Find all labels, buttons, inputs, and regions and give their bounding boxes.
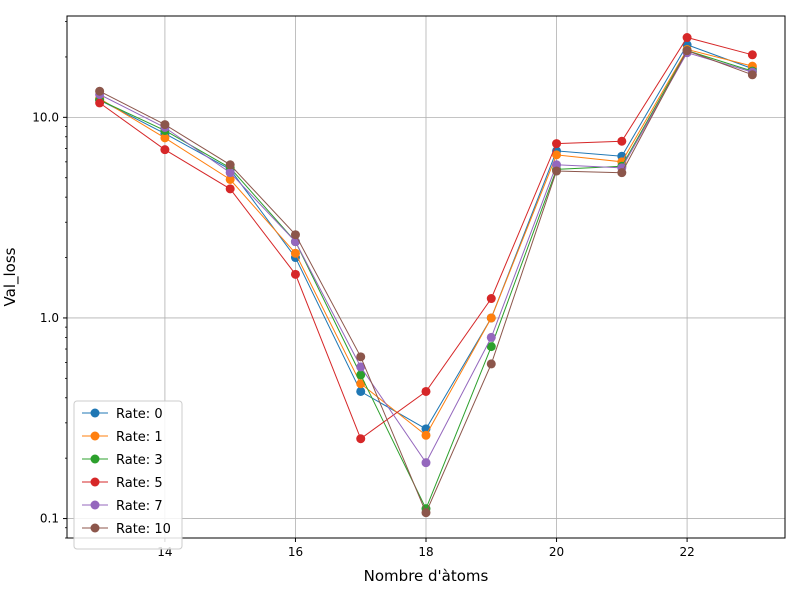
data-point — [747, 70, 757, 80]
legend-marker — [90, 454, 100, 464]
data-point — [486, 332, 496, 342]
x-tick-label: 22 — [679, 545, 694, 559]
data-point — [95, 98, 105, 108]
y-axis-title: Val_loss — [1, 247, 20, 306]
x-tick-label: 20 — [549, 545, 564, 559]
data-point — [617, 168, 627, 178]
data-point — [160, 120, 170, 130]
data-point — [486, 359, 496, 369]
data-point — [747, 50, 757, 60]
legend-marker — [90, 431, 100, 441]
data-point — [160, 133, 170, 143]
data-point — [421, 458, 431, 468]
legend-label: Rate: 3 — [116, 453, 163, 468]
data-point — [682, 46, 692, 56]
legend-label: Rate: 5 — [116, 476, 163, 491]
data-point — [225, 168, 235, 178]
data-point — [225, 160, 235, 170]
data-point — [225, 184, 235, 194]
data-point — [486, 294, 496, 304]
legend-label: Rate: 7 — [116, 499, 163, 514]
legend-marker — [90, 523, 100, 533]
axis-ticks: 14 16 18 20 220.11.010.0 — [32, 21, 695, 559]
data-point — [421, 508, 431, 518]
series-group — [95, 33, 757, 518]
legend-label: Rate: 1 — [116, 430, 163, 445]
data-point — [356, 362, 366, 372]
y-tick-label: 1.0 — [40, 311, 59, 325]
data-point — [356, 434, 366, 444]
data-point — [225, 174, 235, 184]
data-point — [552, 150, 562, 160]
legend-marker — [90, 500, 100, 510]
legend-label: Rate: 10 — [116, 522, 171, 537]
data-point — [290, 248, 300, 258]
data-point — [421, 430, 431, 440]
data-point — [682, 33, 692, 43]
y-tick-label: 0.1 — [40, 512, 59, 526]
legend-marker — [90, 477, 100, 487]
legend: Rate: 0 Rate: 1 Rate: 3 Rate: 5 Rate: 7 Rate:… — [73, 400, 183, 550]
data-point — [486, 313, 496, 323]
x-axis-title: Nombre d'àtoms — [364, 567, 489, 585]
legend-label: Rate: 0 — [116, 407, 163, 422]
data-point — [552, 166, 562, 176]
data-point — [95, 86, 105, 96]
data-point — [356, 370, 366, 380]
data-point — [290, 230, 300, 240]
data-point — [421, 386, 431, 396]
data-point — [552, 139, 562, 149]
data-point — [160, 145, 170, 155]
data-point — [356, 352, 366, 362]
data-point — [356, 386, 366, 396]
y-tick-label: 10.0 — [32, 110, 59, 124]
data-point — [290, 269, 300, 279]
data-point — [617, 136, 627, 146]
x-tick-label: 16 — [288, 545, 303, 559]
x-tick-label: 18 — [418, 545, 433, 559]
data-point — [552, 160, 562, 170]
data-point — [356, 379, 366, 389]
legend-marker — [90, 408, 100, 418]
data-point — [486, 342, 496, 352]
legend-box — [73, 400, 183, 550]
